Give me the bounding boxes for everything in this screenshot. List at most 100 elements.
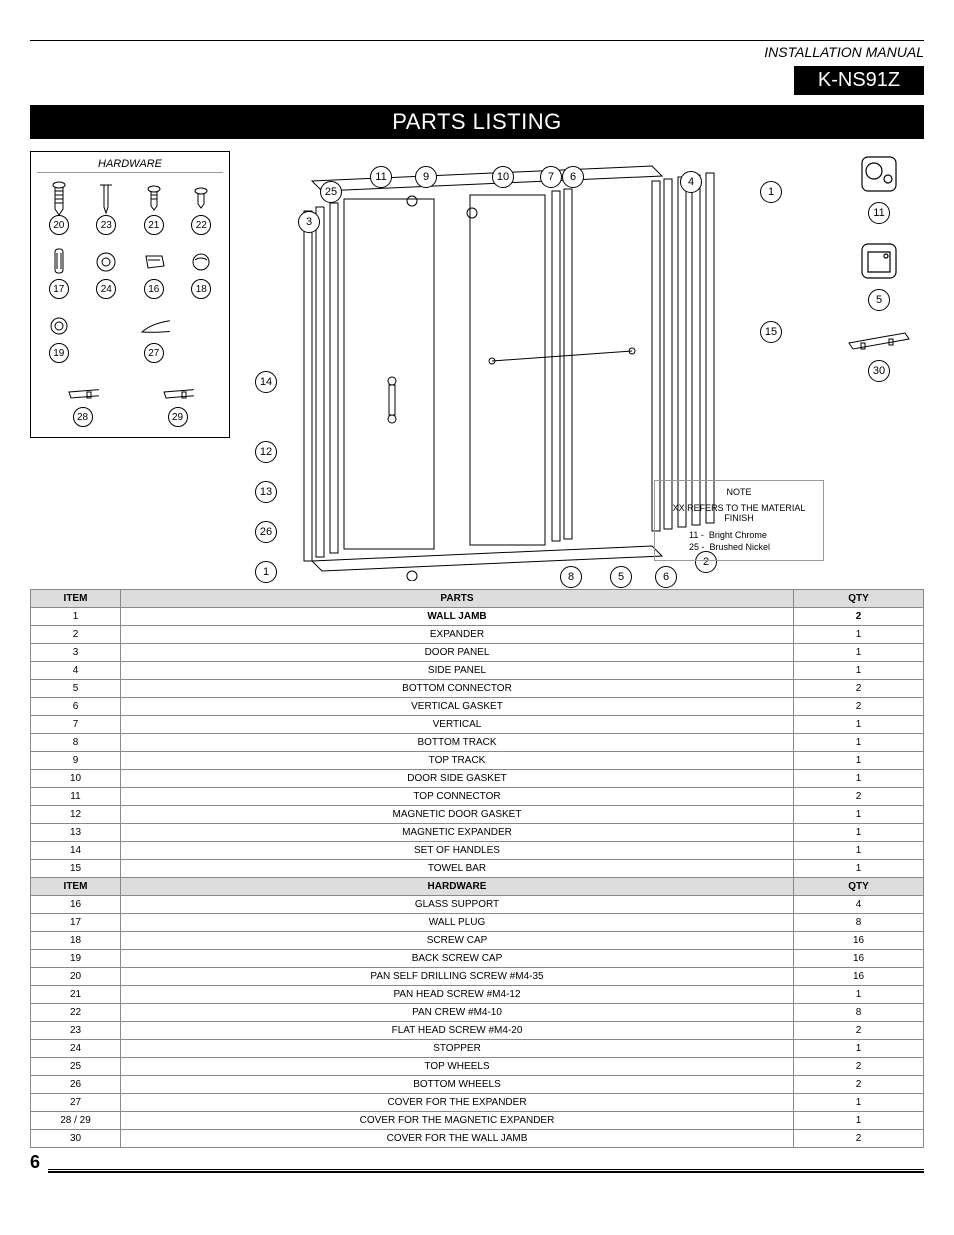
table-row: 28 / 29COVER FOR THE MAGNETIC EXPANDER1	[31, 1112, 924, 1130]
table-row: 10DOOR SIDE GASKET1	[31, 770, 924, 788]
callout-bubble: 11	[868, 202, 890, 224]
cell-qty: 1	[794, 986, 924, 1004]
hardware-box: HARDWARE 202321221724161819272829	[30, 151, 230, 438]
cell-qty: 1	[794, 644, 924, 662]
cell-item: 10	[31, 770, 121, 788]
cell-name: TOP CONNECTOR	[121, 788, 794, 806]
callout-bubble: 28	[73, 407, 93, 427]
table-row: 7VERTICAL1	[31, 716, 924, 734]
cell-qty: 1	[794, 752, 924, 770]
cell-qty: 16	[794, 968, 924, 986]
cell-item: 28 / 29	[31, 1112, 121, 1130]
note-heading: NOTE	[661, 487, 817, 497]
cell-item: 19	[31, 950, 121, 968]
hardware-icon	[162, 373, 194, 407]
cell-name: WALL PLUG	[121, 914, 794, 932]
cell-qty: 1	[794, 770, 924, 788]
cell-qty: 2	[794, 608, 924, 626]
side-detail-column: 11 5 30	[834, 151, 924, 382]
callout-bubble: 5	[868, 289, 890, 311]
cell-item: 18	[31, 932, 121, 950]
callout-bubble: 16	[144, 279, 164, 299]
col-parts: PARTS	[121, 590, 794, 608]
cell-qty: 1	[794, 734, 924, 752]
hardware-box-title: HARDWARE	[37, 158, 223, 173]
table-row: 18SCREW CAP16	[31, 932, 924, 950]
cell-name: PAN SELF DRILLING SCREW #M4-35	[121, 968, 794, 986]
hardware-grid: 202321221724161819272829	[37, 181, 223, 427]
callout-bubble: 23	[96, 215, 116, 235]
col-qty: QTY	[794, 590, 924, 608]
table-row: 11TOP CONNECTOR2	[31, 788, 924, 806]
cell-name: EXPANDER	[121, 626, 794, 644]
diagram-callout-1: 1	[255, 561, 277, 583]
note-box: NOTE XX REFERS TO THE MATERIAL FINISH 11…	[654, 480, 824, 561]
diagram-callout-1: 1	[760, 181, 782, 203]
hardware-icon	[90, 181, 122, 215]
hardware-item-28: 28	[67, 373, 99, 427]
table-row: 30COVER FOR THE WALL JAMB2	[31, 1130, 924, 1148]
table-row: 14SET OF HANDLES1	[31, 842, 924, 860]
hardware-icon	[43, 181, 75, 215]
model-badge: K-NS91Z	[794, 66, 924, 95]
table-row: 5BOTTOM CONNECTOR2	[31, 680, 924, 698]
hardware-icon	[43, 309, 75, 343]
cell-name: DOOR PANEL	[121, 644, 794, 662]
hardware-item-19: 19	[43, 309, 75, 363]
diagram-callout-14: 14	[255, 371, 277, 393]
diagram-callout-3: 3	[298, 211, 320, 233]
cell-qty: 1	[794, 716, 924, 734]
cell-item: 25	[31, 1058, 121, 1076]
hardware-icon	[138, 245, 170, 279]
cell-qty: 8	[794, 1004, 924, 1022]
hardware-item-20: 20	[43, 181, 75, 235]
hardware-icon	[43, 245, 75, 279]
callout-bubble: 29	[168, 407, 188, 427]
cell-qty: 2	[794, 698, 924, 716]
cell-item: 8	[31, 734, 121, 752]
cell-name: SET OF HANDLES	[121, 842, 794, 860]
diagram-callout-6: 6	[562, 166, 584, 188]
cell-name: BOTTOM WHEELS	[121, 1076, 794, 1094]
table-row: 22PAN CREW #M4-108	[31, 1004, 924, 1022]
cell-qty: 8	[794, 914, 924, 932]
table-row: 12MAGNETIC DOOR GASKET1	[31, 806, 924, 824]
cell-name: COVER FOR THE MAGNETIC EXPANDER	[121, 1112, 794, 1130]
cell-item: 24	[31, 1040, 121, 1058]
cell-qty: 2	[794, 1130, 924, 1148]
hardware-item-24: 24	[90, 245, 122, 299]
diagram-callout-12: 12	[255, 441, 277, 463]
doc-title: INSTALLATION MANUAL	[30, 44, 924, 60]
cell-qty: 1	[794, 1112, 924, 1130]
hardware-icon	[185, 245, 217, 279]
cell-name: COVER FOR THE WALL JAMB	[121, 1130, 794, 1148]
cell-name: WALL JAMB	[121, 608, 794, 626]
hardware-icon	[90, 245, 122, 279]
cell-qty: 1	[794, 1094, 924, 1112]
diagram-callout-9: 9	[415, 166, 437, 188]
hardware-item-21: 21	[138, 181, 170, 235]
cell-name: SCREW CAP	[121, 932, 794, 950]
parts-table: ITEM PARTS QTY 1WALL JAMB22EXPANDER13DOO…	[30, 589, 924, 1148]
hardware-item-17: 17	[43, 245, 75, 299]
finish-list: 11 - Bright Chrome 25 - Brushed Nickel	[661, 529, 817, 554]
hardware-icon	[185, 181, 217, 215]
table-row: 8BOTTOM TRACK1	[31, 734, 924, 752]
hardware-item-18: 18	[185, 245, 217, 299]
cell-name: TOP WHEELS	[121, 1058, 794, 1076]
table-row: 16GLASS SUPPORT4	[31, 896, 924, 914]
side-detail-30: 30	[847, 325, 911, 382]
cell-name: DOOR SIDE GASKET	[121, 770, 794, 788]
cell-qty: 1	[794, 806, 924, 824]
table-row: 24STOPPER1	[31, 1040, 924, 1058]
diagram-callout-26: 26	[255, 521, 277, 543]
cell-name: SIDE PANEL	[121, 662, 794, 680]
cell-qty: 1	[794, 626, 924, 644]
diagram-callout-6: 6	[655, 566, 677, 588]
hardware-item-23: 23	[90, 181, 122, 235]
cell-item: 1	[31, 608, 121, 626]
hardware-icon	[138, 181, 170, 215]
page-number: 6	[30, 1152, 40, 1173]
table-row: 23FLAT HEAD SCREW #M4-202	[31, 1022, 924, 1040]
cell-item: 23	[31, 1022, 121, 1040]
